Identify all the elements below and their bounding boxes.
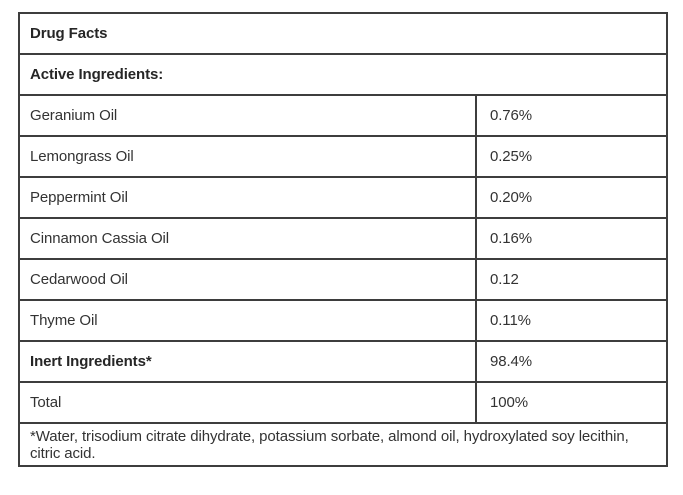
footnote-text: *Water, trisodium citrate dihydrate, pot… [17,422,669,467]
ingredient-value-cell: 0.12 [474,258,669,301]
table-row-thyme-oil: Thyme Oil 0.11% [18,299,669,342]
table-row-total: Total 100% [18,381,669,424]
ingredient-value-cell: 0.20% [474,176,669,219]
table-title-row: Drug Facts [17,12,669,55]
ingredient-value-cell: 0.11% [474,299,669,342]
table-row-peppermint-oil: Peppermint Oil 0.20% [18,176,669,219]
section-header-active-ingredients: Active Ingredients: [17,53,669,96]
table-row-cedarwood-oil: Cedarwood Oil 0.12 [18,258,669,301]
ingredient-value-cell: 0.25% [474,135,669,178]
table-title: Drug Facts [17,12,669,55]
ingredient-value-cell: 0.16% [474,217,669,260]
table-row-cinnamon-cassia-oil: Cinnamon Cassia Oil 0.16% [18,217,669,260]
ingredient-value-cell: 0.76% [474,94,669,137]
ingredient-name-cell: Geranium Oil [18,94,477,137]
footnote-row: *Water, trisodium citrate dihydrate, pot… [17,422,669,467]
ingredient-value-cell: 100% [474,381,669,424]
ingredient-name-cell: Cedarwood Oil [18,258,477,301]
drug-facts-table: Drug Facts Active Ingredients: Geranium … [17,12,669,467]
ingredient-name-cell: Peppermint Oil [18,176,477,219]
section-header-row: Active Ingredients: [17,53,669,96]
ingredient-value-cell: 98.4% [474,340,669,383]
ingredient-name-cell: Thyme Oil [18,299,477,342]
ingredient-name-cell: Cinnamon Cassia Oil [18,217,477,260]
drug-facts-panel: Drug Facts Active Ingredients: Geranium … [17,12,669,467]
ingredient-name-cell: Lemongrass Oil [18,135,477,178]
ingredient-name-cell: Total [18,381,477,424]
table-row-lemongrass-oil: Lemongrass Oil 0.25% [18,135,669,178]
table-row-inert-ingredients: Inert Ingredients* 98.4% [18,340,669,383]
table-row-geranium-oil: Geranium Oil 0.76% [18,94,669,137]
ingredient-name-cell: Inert Ingredients* [18,340,477,383]
